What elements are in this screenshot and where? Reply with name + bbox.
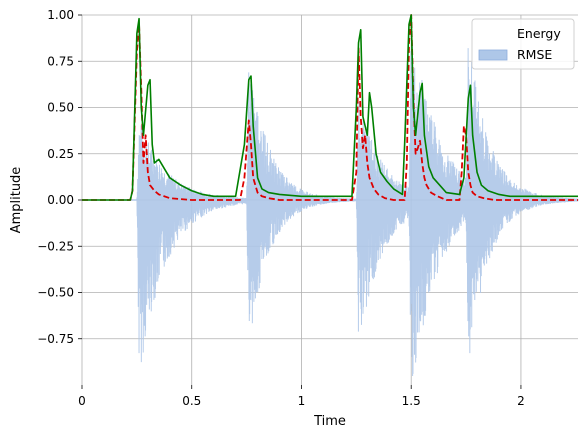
legend-swatch-rmse <box>478 49 508 61</box>
legend: Energy RMSE <box>471 18 575 70</box>
legend-label: RMSE <box>517 47 552 62</box>
series-lines <box>82 14 578 201</box>
energy-dashed-line <box>82 14 578 201</box>
x-tick-label: 0 <box>78 394 86 408</box>
rmse-waveform <box>81 42 579 377</box>
legend-label: Energy <box>517 26 561 41</box>
y-tick-label: −0.75 <box>37 332 74 346</box>
x-tick-label: 1.5 <box>402 394 421 408</box>
y-tick-label: 0.50 <box>47 101 74 115</box>
y-tick-label: −0.25 <box>37 239 74 253</box>
x-tick-label: 2 <box>517 394 525 408</box>
x-axis-ticks: 0 0.5 1 1.5 2 <box>78 385 525 408</box>
y-tick-label: −0.50 <box>37 286 74 300</box>
energy-solid-line <box>82 14 578 201</box>
y-tick-label: 0.25 <box>47 147 74 161</box>
y-tick-label: 0.75 <box>47 54 74 68</box>
y-tick-label: 1.00 <box>47 8 74 22</box>
x-tick-label: 1 <box>298 394 306 408</box>
x-axis-label: Time <box>313 414 346 429</box>
y-axis-ticks: −0.75 −0.50 −0.25 0.00 0.25 0.50 0.75 1.00 <box>37 8 82 346</box>
x-tick-label: 0.5 <box>182 394 201 408</box>
y-axis-label: Amplitude <box>9 167 24 234</box>
rmse-wave-path <box>81 42 579 377</box>
y-tick-label: 0.00 <box>47 193 74 207</box>
